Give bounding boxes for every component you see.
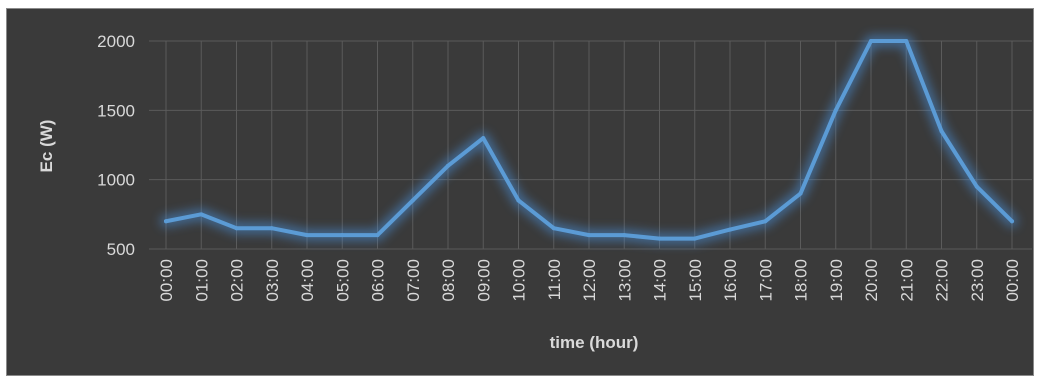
x-axis-ticks: 00:00 01:00 02:00 03:00 04:00 05:00 06:00 07:00…	[157, 259, 1022, 302]
y-tick-label: 1500	[97, 101, 135, 120]
x-tick-label: 01:00	[192, 259, 211, 302]
data-point	[763, 219, 768, 224]
data-point	[410, 198, 415, 203]
data-point	[375, 233, 380, 238]
x-tick-label: 08:00	[439, 259, 458, 302]
x-tick-label: 00:00	[1003, 259, 1022, 302]
data-point	[869, 39, 873, 43]
data-point	[269, 226, 274, 231]
x-tick-label: 02:00	[228, 259, 247, 302]
y-tick-label: 2000	[97, 32, 135, 51]
data-point	[622, 233, 627, 238]
data-point	[692, 236, 697, 241]
x-tick-label: 22:00	[933, 259, 952, 302]
x-axis-title: time (hour)	[550, 333, 639, 352]
y-tick-label: 500	[107, 240, 135, 259]
y-tick-label: 1000	[97, 171, 135, 190]
x-tick-label: 11:00	[545, 259, 564, 300]
x-tick-label: 13:00	[615, 259, 634, 302]
chart-area: 500 1000 1500 2000 00:00 01:00 02:00 03:00 04:0…	[6, 8, 1034, 376]
data-point	[833, 108, 838, 113]
data-point	[446, 163, 450, 168]
x-tick-label: 09:00	[474, 259, 493, 302]
data-point	[798, 191, 803, 196]
data-point	[234, 226, 239, 231]
data-point	[587, 233, 591, 238]
data-point	[657, 236, 662, 241]
x-tick-label: 05:00	[333, 259, 352, 302]
series-energy	[160, 35, 1018, 245]
data-point	[728, 227, 732, 232]
x-tick-label: 07:00	[404, 259, 423, 302]
data-point	[974, 184, 979, 189]
x-tick-label: 15:00	[686, 259, 705, 302]
data-point	[305, 233, 309, 238]
data-point	[516, 198, 521, 203]
data-point	[164, 219, 168, 224]
line-chart: 500 1000 1500 2000 00:00 01:00 02:00 03:00 04:0…	[37, 32, 1032, 352]
x-tick-label: 17:00	[756, 259, 775, 302]
x-tick-label: 21:00	[897, 259, 916, 302]
x-tick-label: 18:00	[792, 259, 811, 302]
x-tick-label: 10:00	[510, 259, 529, 302]
y-axis-ticks: 500 1000 1500 2000	[97, 32, 135, 259]
x-tick-label: 04:00	[298, 259, 317, 302]
x-tick-label: 20:00	[862, 259, 881, 302]
y-axis-title: Ec (W)	[37, 120, 56, 173]
x-tick-label: 14:00	[651, 259, 670, 302]
data-point	[1010, 219, 1014, 224]
x-tick-label: 06:00	[369, 259, 388, 302]
data-point	[904, 39, 909, 43]
gridlines	[149, 40, 1032, 250]
x-tick-label: 00:00	[157, 259, 176, 302]
data-point	[481, 136, 486, 141]
x-tick-label: 19:00	[827, 259, 846, 302]
data-point	[199, 212, 204, 217]
data-point	[939, 129, 944, 134]
x-tick-label: 03:00	[263, 259, 282, 302]
x-tick-label: 16:00	[721, 259, 740, 302]
data-point	[340, 233, 345, 238]
x-tick-label: 12:00	[580, 259, 599, 302]
x-tick-label: 23:00	[968, 259, 987, 302]
data-point	[551, 226, 556, 231]
